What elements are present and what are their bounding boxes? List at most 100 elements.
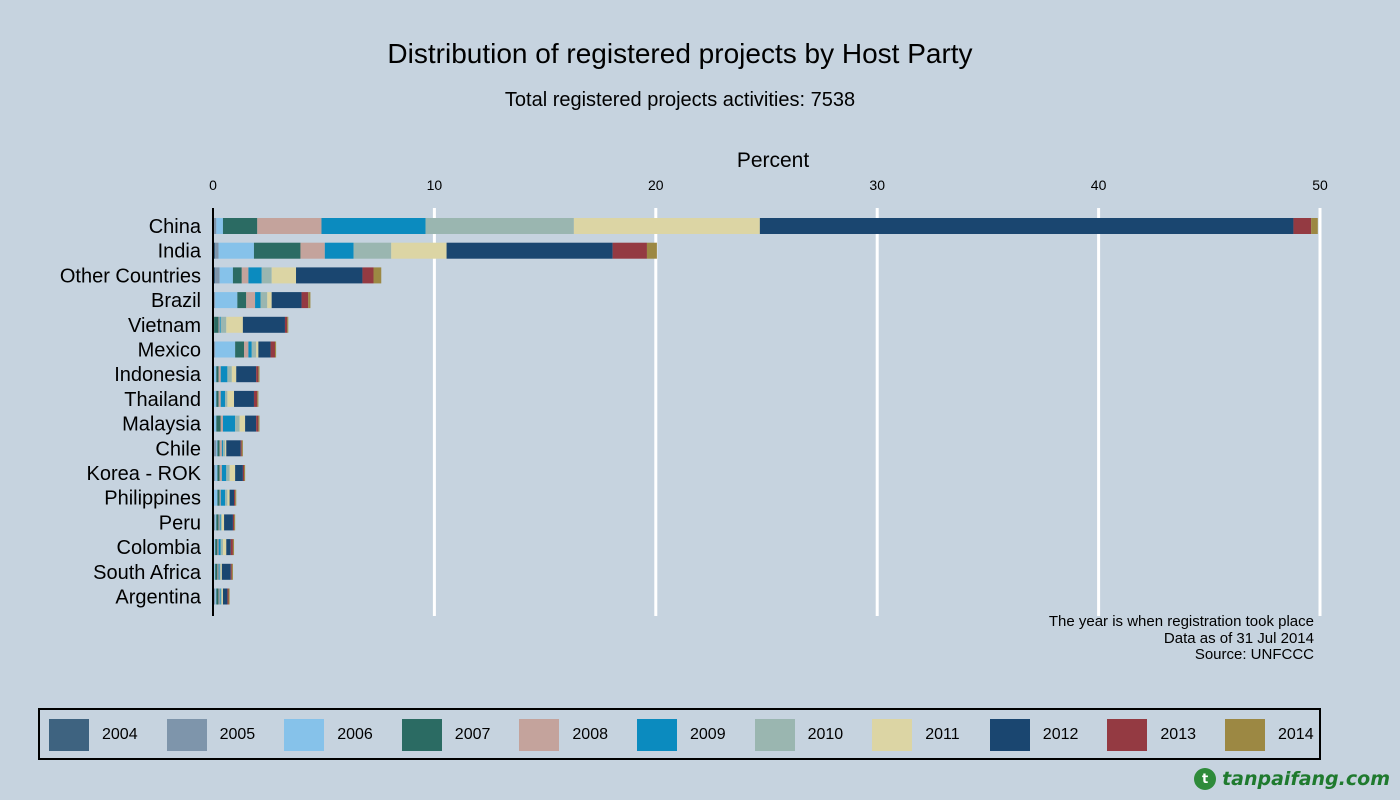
legend-label-2009: 2009 [690,726,726,743]
legend-swatch-2005 [166,719,207,751]
bar-chile-2012 [226,440,241,457]
bar-chile-2006 [216,440,218,457]
bar-indonesia-2008 [218,366,221,383]
bar-peru-2005 [213,514,216,531]
bar-chile-2014 [241,440,243,457]
bar-mexico-2005 [214,341,216,358]
bar-china-2007 [222,218,258,234]
bar-philippines-2007 [217,489,220,506]
bar-other-countries-2010 [261,267,272,284]
bar-chile-2013 [240,440,242,457]
bar-other-countries-2007 [232,267,242,284]
bar-indonesia-2012 [236,366,257,383]
bar-vietnam-2009 [219,316,221,333]
watermark: t tanpaifang.com [1194,766,1390,792]
bar-thailand-2014 [257,390,259,407]
bar-china-2006 [216,218,223,234]
bar-malaysia-2011 [239,415,246,432]
chart-subtitle: Total registered projects activities: 75… [504,89,856,111]
bar-thailand-2010 [225,390,228,407]
bar-india-2011 [391,242,447,259]
legend-label-2007: 2007 [454,726,491,743]
bar-argentina-2006 [215,588,217,605]
chart-legend: 2004 2005 2006 2007 2008 2009 2010 2011 2012 2013… [38,708,1321,760]
bar-other-countries-2011 [271,267,297,284]
bar-chile-2005 [214,440,217,457]
bar-india-2010 [353,242,392,259]
bar-korea-rok-2009 [221,465,227,481]
legend-label-2010: 2010 [807,726,844,743]
bar-india-2013 [612,242,647,259]
bar-brazil-2007 [237,292,247,309]
bar-india-2004 [213,242,216,259]
bar-peru-2006 [215,514,217,531]
bar-china-2010 [425,218,574,234]
bar-mexico-2011 [256,341,259,358]
category-label-korea-rok: Korea - ROK [87,463,202,485]
category-label-philippines: Philippines [104,488,201,510]
bar-south-africa-2006 [214,563,216,580]
bar-brazil-2008 [246,292,256,309]
legend-label-2004: 2004 [102,726,138,743]
legend-label-2008: 2008 [572,726,608,743]
bar-china-2011 [573,218,760,234]
category-label-vietnam: Vietnam [128,315,201,337]
bar-peru-2009 [219,514,221,531]
bar-thailand-2006 [214,390,217,407]
bar-philippines-2012 [229,489,235,506]
bar-indonesia-2009 [220,366,228,383]
bar-korea-rok-2010 [226,465,230,481]
legend-label-2005: 2005 [219,726,256,743]
bar-peru-2007 [216,514,219,531]
bar-argentina-2011 [221,588,223,605]
bar-china-2005 [214,218,217,234]
bar-mexico-2013 [270,341,275,358]
category-label-argentina: Argentina [115,587,201,609]
legend-label-2012: 2012 [1042,726,1079,743]
bar-indonesia-2010 [227,366,232,383]
bar-mexico-2012 [258,341,271,358]
note-source: Source: UNFCCC [1194,646,1314,663]
bar-korea-rok-2011 [229,465,236,481]
bar-brazil-2010 [260,292,268,309]
category-label-chile: Chile [155,438,201,460]
bar-india-2008 [300,242,325,259]
bar-philippines-2006 [214,489,218,506]
bar-peru-2010 [220,514,222,531]
bar-thailand-2007 [216,390,219,407]
bar-vietnam-2012 [242,316,285,333]
x-tick-label-20: 20 [648,177,664,193]
bar-thailand-2013 [253,390,258,407]
bar-argentina-2008 [218,588,220,605]
category-label-thailand: Thailand [124,389,201,411]
bar-colombia-2008 [217,539,219,556]
bar-malaysia-2014 [258,415,260,432]
bar-philippines-2014 [235,489,237,506]
bar-indonesia-2006 [214,366,217,383]
bar-philippines-2010 [225,489,228,506]
bar-brazil-2014 [308,292,311,309]
category-label-south-africa: South Africa [93,562,202,584]
bar-malaysia-2012 [245,415,257,432]
bar-china-2009 [321,218,426,234]
bar-malaysia-2010 [235,415,240,432]
bar-chile-2009 [221,440,223,457]
bar-indonesia-2013 [256,366,259,383]
category-label-india: India [158,241,202,263]
bar-korea-rok-2006 [215,465,218,481]
bar-argentina-2010 [220,588,222,605]
bar-brazil-2011 [267,292,272,309]
chart-title: Distribution of registered projects by H… [387,38,973,69]
bar-other-countries-2009 [248,267,262,284]
legend-swatch-2007 [401,719,442,751]
bar-thailand-2012 [234,390,254,407]
bar-china-2013 [1293,218,1312,234]
bar-mexico-2009 [248,341,252,358]
bar-south-africa-2014 [231,563,233,580]
bar-brazil-2013 [301,292,309,309]
bar-argentina-2014 [228,588,230,605]
category-label-china: China [149,216,202,238]
bar-malaysia-2013 [256,415,259,432]
bar-philippines-2013 [234,489,236,506]
